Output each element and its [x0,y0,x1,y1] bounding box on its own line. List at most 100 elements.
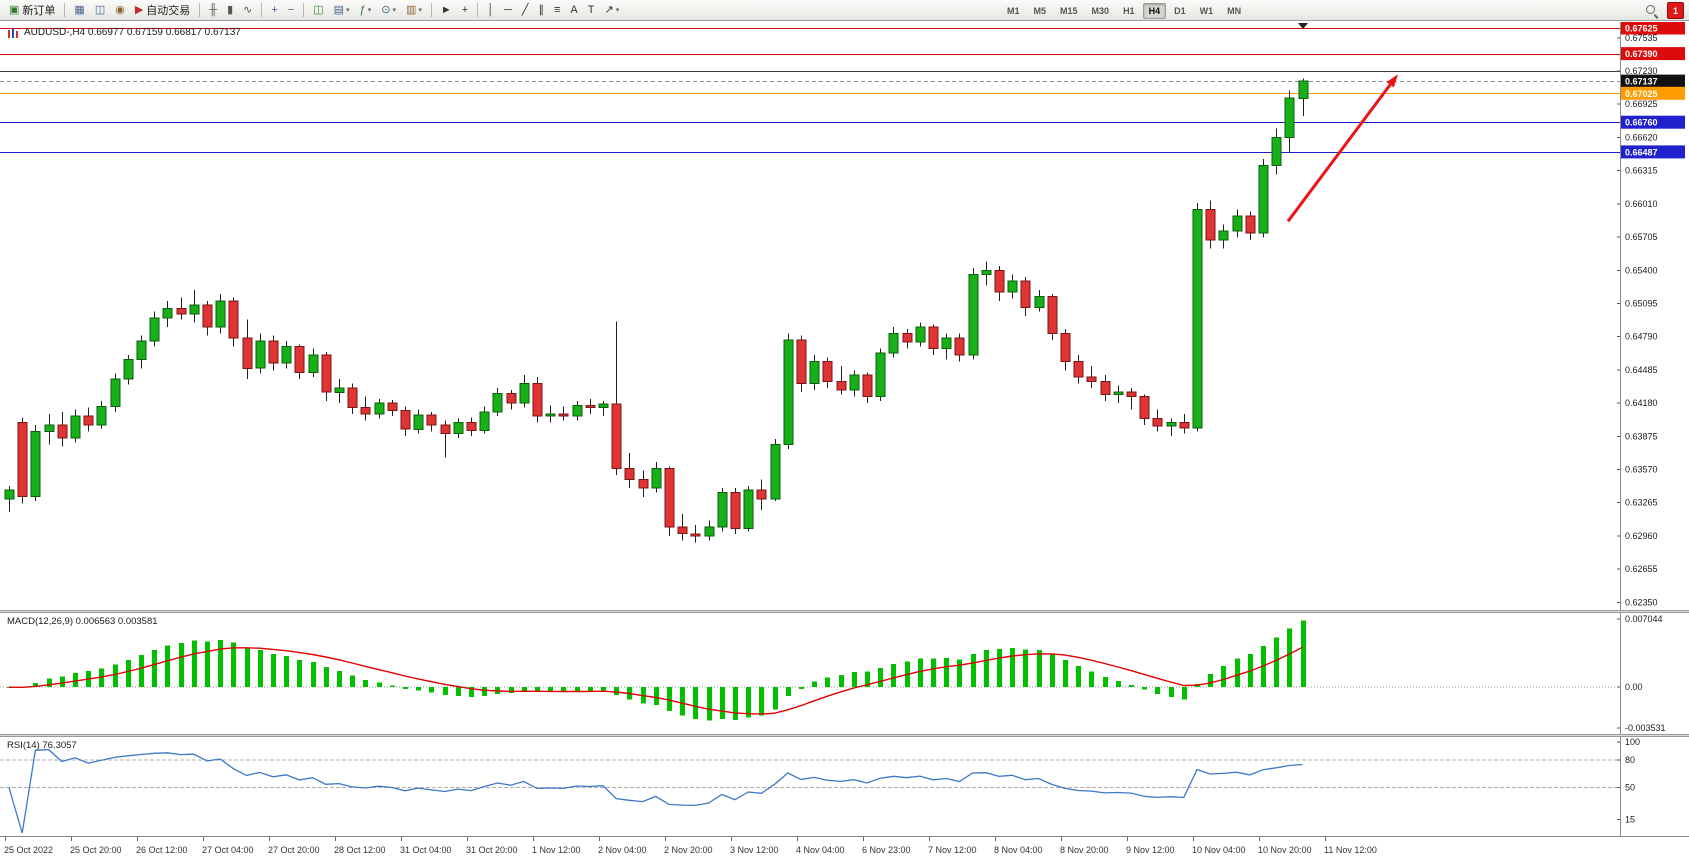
candle[interactable] [1166,422,1177,427]
candle[interactable] [862,374,873,398]
time-axis[interactable]: 25 Oct 2022 25 Oct 20:00 26 Oct 12:00 27 Oc… [0,836,1689,862]
chart-shift-marker[interactable] [1298,23,1308,29]
candle[interactable] [268,340,279,364]
candle[interactable] [1086,376,1097,382]
candle[interactable] [519,383,530,404]
text-button[interactable]: A [566,1,581,20]
candle[interactable] [532,383,543,417]
candle[interactable] [1152,417,1163,427]
tab-timeframe-h4[interactable]: H4 [1142,2,1167,19]
candle[interactable] [1205,208,1216,241]
chart-windows-button[interactable]: ▦ [70,1,88,20]
candle[interactable] [110,378,121,407]
candle[interactable] [1126,391,1137,398]
candle[interactable] [585,404,596,408]
candle[interactable] [545,413,556,417]
candle[interactable] [770,444,781,500]
candle[interactable] [255,340,266,369]
candle[interactable] [96,405,107,426]
new-order-button[interactable]: ▣ 新订单 [5,1,59,20]
trendline-button[interactable]: ╱ [518,1,533,20]
candle[interactable] [413,414,424,430]
bar-chart-button[interactable]: ╫ [205,1,221,20]
candle[interactable] [1100,380,1111,395]
candle[interactable] [572,404,583,417]
candle[interactable] [638,478,649,489]
candle[interactable] [1073,361,1084,378]
candle[interactable] [308,354,319,374]
candle[interactable] [44,424,55,432]
candle[interactable] [836,380,847,391]
price-chart[interactable]: 0.67535 0.67230 0.66925 0.66620 0.66315 0.660… [0,22,1689,610]
candle[interactable] [136,340,147,360]
candle[interactable] [928,326,939,350]
trend-arrow[interactable] [1286,83,1392,223]
notification-badge[interactable]: 1 [1667,2,1684,19]
candle[interactable] [4,489,15,500]
templates-button[interactable]: ▥ ▾ [402,1,426,20]
tab-timeframe-mn[interactable]: MN [1227,5,1242,16]
candle[interactable] [756,489,767,500]
candle[interactable] [717,491,728,528]
candle[interactable] [1139,396,1150,419]
candle[interactable] [70,415,81,439]
candle[interactable] [743,489,754,529]
candle[interactable] [954,337,965,356]
candle[interactable] [400,410,411,430]
tab-timeframe-m30[interactable]: M30 [1091,5,1110,16]
candle[interactable] [1034,295,1045,308]
candle[interactable] [981,269,992,276]
candle[interactable] [506,392,517,404]
candle[interactable] [83,415,94,426]
tab-timeframe-m1[interactable]: M1 [1007,5,1020,16]
rsi-pane[interactable]: 100 80 50 15 [0,737,1689,836]
candle[interactable] [664,467,675,528]
candle[interactable] [466,422,477,431]
candle[interactable] [1298,80,1309,99]
tab-timeframe-d1[interactable]: D1 [1174,5,1186,16]
candle[interactable] [941,337,952,350]
candle[interactable] [994,269,1005,293]
tab-timeframe-m5[interactable]: M5 [1033,5,1047,16]
candle[interactable] [1258,165,1269,234]
horizontal-line-button[interactable]: ─ [500,1,516,20]
candle[interactable] [902,332,913,343]
candle[interactable] [321,354,332,393]
periods-button[interactable]: ⊙ ▾ [377,1,400,20]
candle[interactable] [202,304,213,328]
candle[interactable] [387,402,398,412]
candle[interactable] [1007,280,1018,293]
tab-timeframe-h1[interactable]: H1 [1123,5,1135,16]
candle[interactable] [624,467,635,480]
candle[interactable] [558,413,569,417]
candle[interactable] [611,403,622,469]
cursor-button[interactable]: ► [437,1,456,20]
candle[interactable] [294,346,305,374]
text-label-button[interactable]: T [584,1,599,20]
candle[interactable] [1192,208,1203,429]
candle[interactable] [347,387,358,408]
print-button[interactable]: ◫ [91,1,109,20]
zoom-out-button[interactable]: − [284,1,298,20]
vertical-line-button[interactable]: │ [483,1,498,20]
candle[interactable] [849,374,860,391]
pane-splitter[interactable] [0,610,1689,613]
candle[interactable] [730,491,741,529]
zoom-in-button[interactable]: + [267,1,281,20]
candle[interactable] [149,317,160,342]
candle[interactable] [440,424,451,435]
candle[interactable] [30,430,41,498]
tab-timeframe-m15[interactable]: M15 [1060,5,1078,16]
candle[interactable] [215,300,226,328]
candle[interactable] [677,526,688,535]
candlestick-chart-button[interactable]: ▮ [223,1,237,20]
candle[interactable] [822,361,833,382]
candle[interactable] [690,533,701,537]
candle[interactable] [242,337,253,369]
candle[interactable] [1020,280,1031,308]
candle[interactable] [123,359,134,380]
candle[interactable] [479,411,490,431]
candle[interactable] [915,326,926,343]
candle[interactable] [809,361,820,385]
candle[interactable] [334,387,345,393]
